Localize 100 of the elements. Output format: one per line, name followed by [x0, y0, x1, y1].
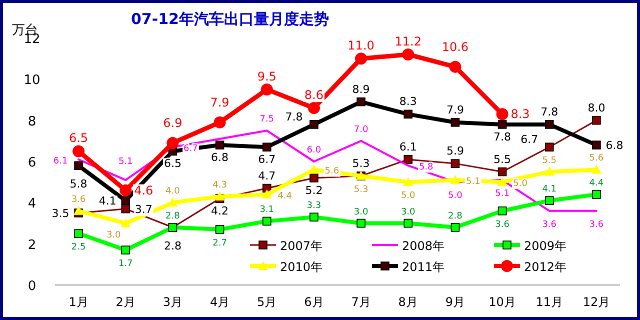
point — [404, 218, 413, 228]
y-tick-label: 10 — [24, 73, 40, 88]
data-label: 6.7 — [258, 153, 276, 166]
point — [72, 145, 85, 158]
data-label: 5.2 — [305, 184, 323, 197]
data-label: 5.1 — [495, 189, 510, 200]
y-tick-label: 6 — [28, 156, 36, 170]
data-label: 4.7 — [258, 169, 276, 182]
data-label: 6.1 — [53, 156, 68, 166]
data-label: 2.8 — [164, 239, 182, 252]
point — [498, 167, 507, 176]
data-label: 8.6 — [304, 88, 324, 102]
x-tick-label: 7月 — [351, 295, 371, 309]
point — [308, 164, 319, 174]
x-tick-label: 3月 — [162, 295, 183, 309]
point — [74, 161, 83, 170]
data-label: 6.9 — [163, 116, 182, 130]
data-label: 8.3 — [510, 107, 530, 122]
point — [74, 206, 84, 215]
point — [308, 102, 320, 114]
data-label: 8.0 — [588, 101, 606, 114]
data-label: 6.5 — [68, 131, 88, 146]
data-label: 5.6 — [589, 154, 604, 164]
data-label: 7.0 — [354, 124, 368, 135]
point — [214, 116, 226, 128]
data-label: 5.5 — [542, 156, 557, 166]
point — [496, 108, 508, 120]
y-tick-label: 8 — [28, 114, 36, 130]
x-tick-label: 6月 — [304, 295, 324, 309]
data-label: 5.1 — [118, 157, 133, 168]
x-tick-label: 5月 — [257, 295, 277, 309]
point — [544, 120, 554, 129]
data-label: 8.3 — [399, 95, 417, 108]
data-label: 5.1 — [466, 177, 480, 188]
point — [544, 142, 554, 152]
x-tick-label: 9月 — [445, 295, 466, 309]
point — [121, 196, 130, 206]
data-label: 7.9 — [210, 95, 230, 110]
data-label: 3.5 — [52, 206, 70, 220]
point — [591, 164, 602, 174]
data-label: 8.9 — [352, 82, 370, 96]
legend-label: 2009年 — [524, 239, 567, 253]
y-tick-label: 2 — [28, 238, 36, 253]
data-label: 7.8 — [540, 105, 558, 118]
point — [592, 116, 601, 125]
point — [356, 97, 366, 106]
data-label: 6.0 — [306, 146, 322, 156]
data-label: 5.8 — [70, 178, 88, 191]
point — [403, 177, 414, 186]
data-label: 5.3 — [354, 184, 368, 195]
point — [402, 48, 414, 60]
data-label: 1.7 — [118, 259, 133, 270]
data-label: 5.6 — [324, 166, 340, 177]
x-tick-label: 1月 — [68, 295, 88, 309]
point — [214, 191, 225, 200]
point — [121, 246, 130, 254]
data-label: 3.0 — [400, 207, 416, 218]
legend-label: 2008年 — [402, 239, 445, 253]
data-label: 3.6 — [71, 194, 86, 205]
data-label: 3.6 — [589, 220, 604, 230]
chart-title: 07-12年汽车出口量月度走势 — [131, 10, 329, 28]
data-label: 5.8 — [418, 162, 434, 173]
point — [215, 225, 224, 234]
data-label: 7.8 — [285, 110, 303, 124]
point — [592, 140, 601, 150]
data-label: 6.7 — [184, 144, 198, 154]
data-label: 5.3 — [352, 156, 370, 170]
data-label: 3.6 — [542, 220, 557, 230]
data-label: 7.5 — [260, 114, 274, 125]
data-label: 5.9 — [446, 144, 464, 158]
data-label: 5.0 — [448, 191, 463, 202]
data-label: 6.1 — [399, 140, 417, 154]
point — [310, 212, 318, 222]
data-label: 2.5 — [71, 242, 86, 253]
x-tick-label: 2月 — [116, 295, 136, 309]
data-label: 6.7 — [520, 133, 538, 146]
point — [449, 60, 462, 73]
point — [168, 198, 178, 207]
data-label: 3.0 — [106, 230, 122, 240]
data-label: 4.3 — [212, 180, 227, 190]
x-tick-label: 4月 — [210, 295, 230, 309]
x-tick-label: 10月 — [488, 295, 516, 309]
data-label: 4.1 — [98, 194, 116, 208]
data-label: 4.2 — [211, 204, 229, 218]
point — [498, 120, 507, 129]
data-label: 11.0 — [348, 38, 374, 53]
point — [404, 155, 413, 164]
point — [450, 222, 460, 232]
point — [592, 190, 601, 199]
data-label: 4.4 — [278, 191, 292, 202]
legend-label: 2007年 — [280, 239, 323, 253]
data-label: 3.0 — [354, 207, 368, 218]
point — [355, 52, 368, 65]
data-label: 7.9 — [446, 103, 464, 116]
x-tick-label: 8月 — [398, 295, 418, 309]
point — [497, 177, 508, 186]
data-label: 3.6 — [495, 220, 510, 230]
point — [74, 229, 83, 238]
x-tick-label: 12月 — [582, 295, 610, 309]
point — [450, 159, 460, 168]
